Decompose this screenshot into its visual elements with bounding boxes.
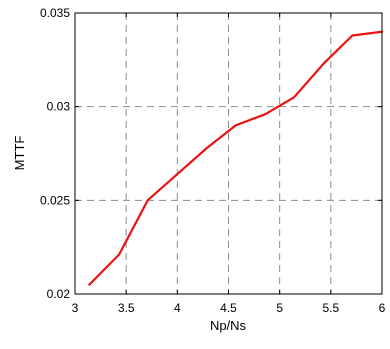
y-tick-labels: 0.02 0.025 0.03 0.035 <box>40 6 70 301</box>
x-axis-label: Np/Ns <box>210 318 247 333</box>
x-tick-label: 6 <box>379 301 386 315</box>
y-tick-label: 0.025 <box>40 193 70 207</box>
y-tick-label: 0.035 <box>40 6 70 20</box>
y-tick-label: 0.02 <box>47 287 71 301</box>
x-tick-label: 4 <box>174 301 181 315</box>
series-line <box>88 30 384 286</box>
x-tick-labels: 3 3.5 4 4.5 5 5.5 6 <box>72 301 386 315</box>
x-tick-label: 5 <box>276 301 283 315</box>
y-axis-label: MTTF <box>12 136 27 171</box>
x-tick-label: 4.5 <box>220 301 237 315</box>
x-tick-label: 3.5 <box>118 301 135 315</box>
grid-lines <box>75 13 382 294</box>
tick-marks <box>74 12 383 295</box>
x-tick-label: 3 <box>72 301 79 315</box>
y-tick-label: 0.03 <box>47 100 71 114</box>
series-layer <box>88 30 384 286</box>
x-tick-label: 5.5 <box>322 301 339 315</box>
